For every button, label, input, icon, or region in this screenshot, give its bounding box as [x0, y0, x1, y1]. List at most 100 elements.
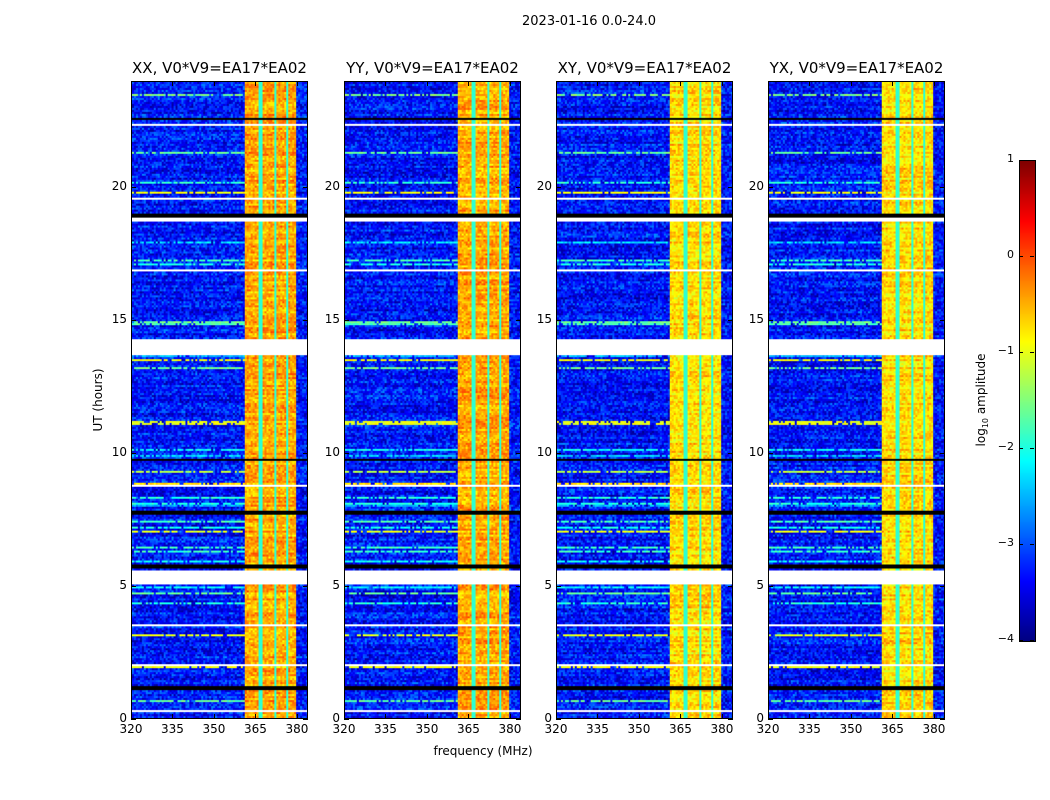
x-tick-mark	[131, 81, 132, 86]
y-tick-label: 0	[544, 711, 552, 725]
x-tick-mark	[213, 714, 215, 719]
y-tick-label: 15	[111, 312, 127, 327]
y-tick-mark	[303, 453, 308, 455]
y-tick-mark	[728, 320, 733, 322]
y-tick-mark	[940, 719, 945, 720]
x-tick-label: 350	[839, 722, 863, 736]
heatmap-panel-xx	[131, 81, 308, 719]
y-tick-label: 0	[119, 711, 127, 725]
y-tick-mark	[940, 453, 945, 455]
y-tick-mark	[768, 453, 773, 455]
panel-title: YX, V0*V9=EA17*EA02	[769, 59, 944, 77]
y-tick-mark	[344, 320, 349, 322]
x-tick-mark	[680, 81, 682, 86]
x-tick-mark	[892, 81, 894, 86]
y-tick-mark	[768, 320, 773, 322]
y-tick-mark	[131, 453, 136, 455]
x-tick-label: 350	[627, 722, 651, 736]
x-tick-label: 380	[710, 722, 734, 736]
x-tick-mark	[385, 81, 387, 86]
x-tick-label: 365	[881, 722, 904, 736]
x-tick-label: 320	[756, 722, 780, 736]
colorbar-tick-mark	[1019, 448, 1023, 449]
x-tick-label: 335	[586, 722, 609, 736]
colorbar-tick-label: −1	[997, 344, 1014, 357]
y-tick-label: 20	[748, 179, 764, 194]
y-tick-label: 10	[324, 445, 340, 460]
y-tick-mark	[556, 586, 561, 588]
x-tick-mark	[213, 81, 215, 86]
y-tick-mark	[131, 586, 136, 588]
y-tick-mark	[728, 586, 733, 588]
x-tick-mark	[509, 81, 511, 86]
x-tick-mark	[172, 81, 174, 86]
y-tick-mark	[768, 586, 773, 588]
y-tick-mark	[556, 320, 561, 322]
y-tick-mark	[516, 586, 521, 588]
x-tick-mark	[344, 714, 345, 719]
x-tick-mark	[597, 81, 599, 86]
x-tick-mark	[255, 714, 257, 719]
x-tick-mark	[680, 714, 682, 719]
x-tick-mark	[385, 714, 387, 719]
colorbar-tick-label: −4	[997, 632, 1014, 645]
x-tick-mark	[509, 714, 511, 719]
y-tick-mark	[940, 320, 945, 322]
colorbar-tick-mark	[1019, 640, 1023, 641]
x-tick-mark	[638, 81, 640, 86]
y-tick-mark	[516, 320, 521, 322]
y-tick-mark	[303, 586, 308, 588]
colorbar-tick-label: −2	[997, 440, 1014, 453]
x-axis-label: frequency (MHz)	[433, 744, 533, 758]
x-tick-mark	[344, 81, 345, 86]
x-tick-mark	[721, 81, 723, 86]
y-tick-mark	[728, 187, 733, 189]
y-tick-mark	[131, 320, 136, 322]
y-tick-label: 5	[544, 578, 552, 593]
x-tick-mark	[556, 714, 557, 719]
x-tick-mark	[768, 714, 769, 719]
x-tick-mark	[638, 714, 640, 719]
x-tick-mark	[933, 81, 935, 86]
x-tick-mark	[296, 81, 298, 86]
y-tick-mark	[768, 719, 773, 720]
x-tick-mark	[131, 714, 132, 719]
colorbar-tick-mark	[1030, 352, 1034, 353]
colorbar-label: log10 amplitude	[973, 353, 991, 447]
y-tick-mark	[940, 187, 945, 189]
x-tick-mark	[255, 81, 257, 86]
x-tick-mark	[933, 714, 935, 719]
y-tick-label: 20	[536, 179, 552, 194]
y-tick-label: 15	[536, 312, 552, 327]
y-tick-label: 10	[748, 445, 764, 460]
y-tick-mark	[516, 453, 521, 455]
colorbar-tick-mark	[1030, 640, 1034, 641]
x-tick-label: 365	[457, 722, 480, 736]
y-tick-mark	[516, 187, 521, 189]
x-tick-mark	[809, 714, 811, 719]
y-tick-label: 20	[111, 179, 127, 194]
y-tick-mark	[303, 719, 308, 720]
y-tick-label: 0	[756, 711, 764, 725]
colorbar-tick-label: −3	[997, 536, 1014, 549]
colorbar	[1019, 160, 1036, 642]
panel-title: XX, V0*V9=EA17*EA02	[132, 59, 307, 77]
x-tick-label: 365	[244, 722, 267, 736]
y-tick-mark	[344, 453, 349, 455]
x-tick-label: 350	[415, 722, 439, 736]
colorbar-tick-mark	[1030, 256, 1034, 257]
y-axis-label: UT (hours)	[91, 368, 105, 432]
x-tick-mark	[468, 714, 470, 719]
y-tick-label: 5	[332, 578, 340, 593]
x-tick-label: 335	[798, 722, 821, 736]
x-tick-label: 380	[285, 722, 309, 736]
x-tick-label: 320	[544, 722, 568, 736]
y-tick-mark	[131, 187, 136, 189]
colorbar-tick-label: 0	[1007, 248, 1014, 261]
x-tick-mark	[597, 714, 599, 719]
y-tick-mark	[344, 187, 349, 189]
x-tick-mark	[426, 81, 428, 86]
heatmap-panel-xy	[556, 81, 733, 719]
x-tick-label: 320	[119, 722, 143, 736]
y-tick-label: 0	[332, 711, 340, 725]
